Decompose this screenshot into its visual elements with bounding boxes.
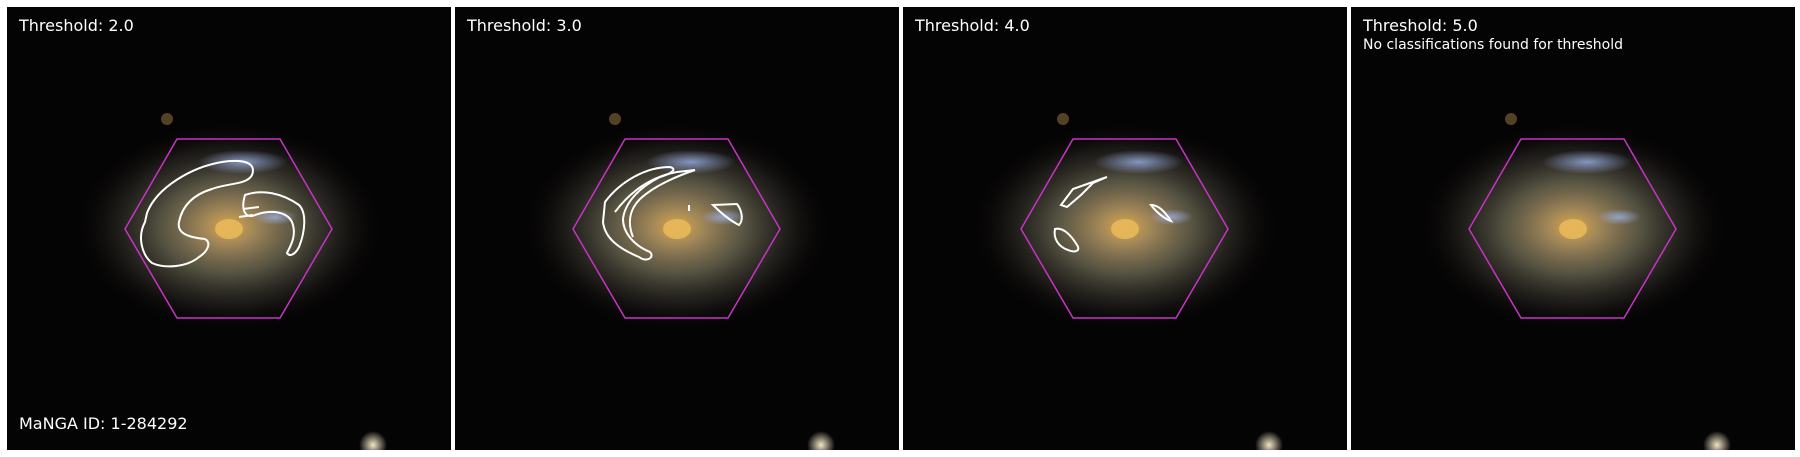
star — [1505, 113, 1517, 125]
threshold-label: Threshold: 5.0 — [1363, 16, 1478, 35]
star — [807, 431, 835, 450]
galaxy-core — [1111, 219, 1139, 239]
spiral-arm — [1094, 150, 1184, 174]
galaxy-image — [7, 7, 451, 450]
galaxy-image — [1351, 7, 1795, 450]
galaxy-panel-2: Threshold: 3.0 — [455, 7, 899, 450]
galaxy-panel-3: Threshold: 4.0 — [903, 7, 1347, 450]
galaxy-core — [1559, 219, 1587, 239]
classification-outlines — [601, 165, 743, 261]
star — [609, 113, 621, 125]
manga-id-label: MaNGA ID: 1-284292 — [19, 414, 188, 433]
ifu-hexagon — [572, 138, 781, 319]
spiral-arm — [701, 209, 745, 225]
ifu-hexagon — [1468, 138, 1677, 319]
galaxy-panel-1: Threshold: 2.0 MaNGA ID: 1-284292 — [7, 7, 451, 450]
star — [161, 113, 173, 125]
galaxy-panel-4: Threshold: 5.0 No classifications found … — [1351, 7, 1795, 450]
galaxy-core — [215, 219, 243, 239]
threshold-label: Threshold: 2.0 — [19, 16, 134, 35]
galaxy-image — [903, 7, 1347, 450]
star — [359, 431, 387, 450]
spiral-arm — [1149, 209, 1193, 225]
star — [1255, 431, 1283, 450]
panel-note: No classifications found for threshold — [1363, 37, 1623, 53]
ifu-hexagon — [124, 138, 333, 319]
threshold-label: Threshold: 4.0 — [915, 16, 1030, 35]
threshold-label: Threshold: 3.0 — [467, 16, 582, 35]
star — [1703, 431, 1731, 450]
ifu-hexagon — [1020, 138, 1229, 319]
classification-outlines — [140, 159, 306, 268]
galaxy-core — [663, 219, 691, 239]
classification-outlines — [1053, 176, 1174, 253]
spiral-arm — [1597, 209, 1641, 225]
star — [1057, 113, 1069, 125]
galaxy-image — [455, 7, 899, 450]
spiral-arm — [1542, 150, 1632, 174]
